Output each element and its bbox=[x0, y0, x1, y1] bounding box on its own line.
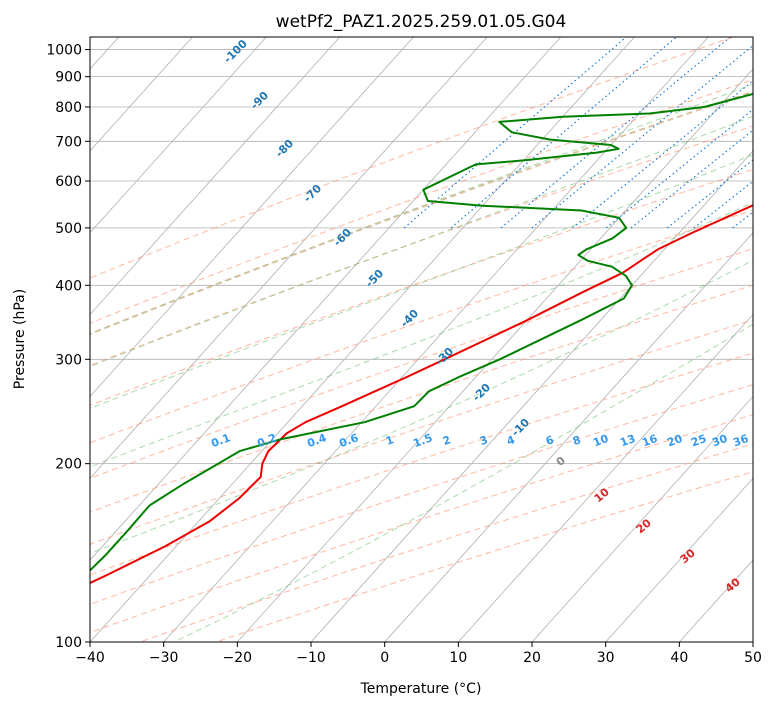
y-tick-label: 900 bbox=[55, 70, 82, 86]
isotherm-line bbox=[385, 37, 775, 642]
isotherm-label: -80 bbox=[273, 137, 296, 160]
mixing-ratio-line bbox=[532, 37, 764, 228]
y-tick-label: 200 bbox=[55, 457, 82, 473]
x-tick-label: 0 bbox=[380, 650, 389, 666]
mixing-ratio-label: 1.5 bbox=[411, 431, 434, 450]
y-axis-label: Pressure (hPa) bbox=[12, 289, 28, 389]
x-axis-label: Temperature (°C) bbox=[360, 681, 482, 697]
dry-adiabat bbox=[0, 37, 775, 642]
dry-adiabat bbox=[63, 37, 775, 642]
x-tick-label: 50 bbox=[744, 650, 762, 666]
dry-adiabat bbox=[0, 37, 775, 642]
moist-adiabat bbox=[0, 37, 775, 642]
moist-adiabat bbox=[0, 37, 775, 642]
mixing-ratio-line bbox=[761, 37, 775, 228]
dry-adiabat bbox=[0, 37, 775, 642]
dry-adiabat bbox=[0, 37, 775, 642]
isotherm-label: -20 bbox=[470, 381, 493, 404]
y-tick-label: 800 bbox=[55, 100, 82, 116]
mixing-ratio-line bbox=[451, 37, 676, 228]
mixing-ratio-label: 30 bbox=[710, 432, 729, 450]
mixing-ratio-line bbox=[573, 37, 775, 228]
mixing-ratio-label: 10 bbox=[591, 432, 610, 450]
mixing-ratio-label: 0.1 bbox=[209, 431, 232, 450]
y-tick-label: 400 bbox=[55, 278, 82, 294]
moist-adiabat bbox=[0, 37, 775, 642]
isotherm-label: -100 bbox=[221, 37, 250, 66]
mixing-ratio-label: 1 bbox=[384, 433, 396, 448]
isotherm-label: -50 bbox=[363, 267, 386, 290]
x-tick-label: 40 bbox=[670, 650, 688, 666]
x-tick-label: 30 bbox=[597, 650, 615, 666]
isotherm-label: -90 bbox=[248, 89, 271, 112]
dry-adiabat bbox=[0, 37, 775, 642]
mixing-ratio-label: 8 bbox=[571, 433, 583, 448]
x-tick-label: 10 bbox=[449, 650, 467, 666]
dry-adiabat bbox=[0, 37, 775, 642]
dry-adiabat bbox=[0, 37, 775, 642]
isotherm-line bbox=[679, 37, 775, 642]
y-tick-label: 600 bbox=[55, 174, 82, 190]
mixing-ratio-label: 0.2 bbox=[255, 431, 278, 450]
y-tick-label: 100 bbox=[55, 635, 82, 651]
y-tick-label: 300 bbox=[55, 352, 82, 368]
isotherm-label: -70 bbox=[301, 182, 324, 205]
mixing-ratio-label: 25 bbox=[689, 432, 708, 449]
isotherm-line bbox=[0, 37, 487, 642]
x-tick-label: −10 bbox=[296, 650, 326, 666]
mixing-ratio-label: 20 bbox=[665, 432, 684, 450]
mixing-ratio-label: 3 bbox=[478, 433, 490, 448]
mixing-ratio-label: 16 bbox=[640, 432, 659, 450]
dry-adiabat bbox=[0, 37, 775, 642]
isotherm-line bbox=[90, 37, 635, 642]
mixing-ratio-label: 36 bbox=[731, 432, 750, 450]
isotherm-line bbox=[753, 37, 775, 642]
isotherm-line bbox=[0, 37, 414, 642]
y-tick-label: 500 bbox=[55, 221, 82, 237]
theta-e-label: 30 bbox=[678, 546, 698, 566]
isotherm-line bbox=[164, 37, 709, 642]
isotherm-label: -40 bbox=[398, 307, 421, 330]
mixing-ratio-line bbox=[667, 37, 775, 228]
y-tick-label: 1000 bbox=[46, 43, 82, 59]
x-tick-label: −20 bbox=[223, 650, 253, 666]
dry-adiabat bbox=[140, 37, 775, 642]
theta-e-label: 0 bbox=[554, 454, 568, 469]
x-tick-label: −40 bbox=[75, 650, 105, 666]
theta-e-label: 20 bbox=[634, 516, 654, 536]
chart-title: wetPf2_PAZ1.2025.259.01.05.G04 bbox=[276, 12, 567, 32]
moist-adiabat bbox=[0, 37, 775, 642]
mixing-ratio-label: 2 bbox=[441, 433, 453, 448]
theta-e-label: 40 bbox=[723, 575, 743, 595]
x-tick-label: 20 bbox=[523, 650, 541, 666]
dewpoint-line bbox=[0, 52, 775, 642]
y-tick-label: 700 bbox=[55, 134, 82, 150]
isotherm-line bbox=[16, 37, 561, 642]
mixing-ratio-line bbox=[733, 37, 775, 228]
dry-adiabat bbox=[0, 37, 775, 642]
x-tick-label: −30 bbox=[149, 650, 179, 666]
reference-curve bbox=[0, 37, 775, 642]
background-lines bbox=[0, 37, 775, 642]
isotherm-label: -60 bbox=[331, 226, 354, 249]
isotherm-line bbox=[0, 37, 266, 642]
moist-adiabat bbox=[0, 37, 775, 642]
